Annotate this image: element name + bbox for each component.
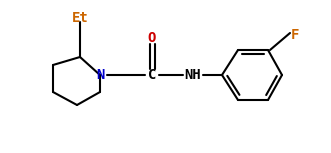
Text: N: N <box>96 68 104 82</box>
Text: NH: NH <box>185 68 201 82</box>
Text: Et: Et <box>71 11 88 25</box>
Text: C: C <box>148 68 156 82</box>
Text: O: O <box>148 31 156 45</box>
Text: F: F <box>291 28 299 42</box>
